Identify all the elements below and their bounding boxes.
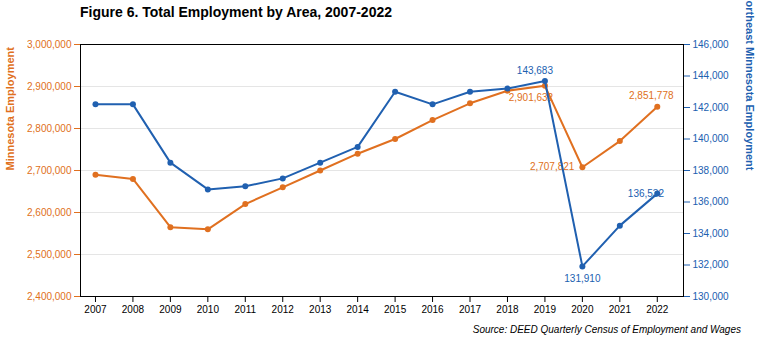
svg-text:Minnesota Employment: Minnesota Employment	[4, 47, 16, 171]
svg-text:2015: 2015	[384, 304, 407, 315]
html-text:Source: DEED Quarterly Census: Source: DEED Quarterly Census of Employm…	[472, 324, 741, 335]
svg-text:2010: 2010	[197, 304, 220, 315]
svg-text:2014: 2014	[347, 304, 370, 315]
svg-text:144,000: 144,000	[693, 70, 730, 81]
svg-text:2013: 2013	[309, 304, 332, 315]
svg-text:2,901,632: 2,901,632	[508, 91, 554, 103]
svg-text:138,000: 138,000	[693, 165, 730, 176]
svg-text:2,851,778: 2,851,778	[629, 90, 674, 101]
svg-text:2,707,821: 2,707,821	[530, 161, 575, 172]
svg-text:2,800,000: 2,800,000	[27, 123, 72, 134]
svg-text:2019: 2019	[534, 304, 557, 315]
svg-text:2009: 2009	[159, 304, 182, 315]
svg-text:136,000: 136,000	[693, 196, 730, 207]
svg-text:2021: 2021	[609, 304, 632, 315]
html-text:Figure 6. Total Employment by: Figure 6. Total Employment by Area, 2007…	[80, 4, 392, 20]
svg-text:2,600,000: 2,600,000	[27, 207, 72, 218]
svg-text:2020: 2020	[571, 304, 594, 315]
svg-text:2,400,000: 2,400,000	[27, 291, 72, 302]
svg-text:3,000,000: 3,000,000	[27, 39, 72, 50]
svg-text:2011: 2011	[235, 304, 257, 315]
svg-text:2018: 2018	[496, 304, 519, 315]
svg-text:140,000: 140,000	[693, 133, 730, 144]
svg-text:143,683: 143,683	[517, 65, 554, 76]
svg-text:2022: 2022	[646, 304, 669, 315]
svg-text:2016: 2016	[421, 304, 444, 315]
svg-text:2017: 2017	[459, 304, 482, 315]
svg-text:2,900,000: 2,900,000	[27, 81, 72, 92]
svg-text:146,000: 146,000	[693, 39, 730, 50]
svg-text:142,000: 142,000	[693, 102, 730, 113]
svg-text:136,532: 136,532	[628, 188, 665, 199]
svg-text:2007: 2007	[84, 304, 107, 315]
svg-text:130,000: 130,000	[693, 291, 730, 302]
svg-text:2,500,000: 2,500,000	[27, 249, 72, 260]
svg-text:131,910: 131,910	[564, 273, 601, 284]
svg-text:Northeast Minnesota Employment: Northeast Minnesota Employment	[744, 0, 756, 171]
svg-text:2,700,000: 2,700,000	[27, 165, 72, 176]
svg-text:2012: 2012	[272, 304, 295, 315]
svg-text:2008: 2008	[122, 304, 145, 315]
svg-text:132,000: 132,000	[693, 259, 730, 270]
svg-text:134,000: 134,000	[693, 228, 730, 239]
